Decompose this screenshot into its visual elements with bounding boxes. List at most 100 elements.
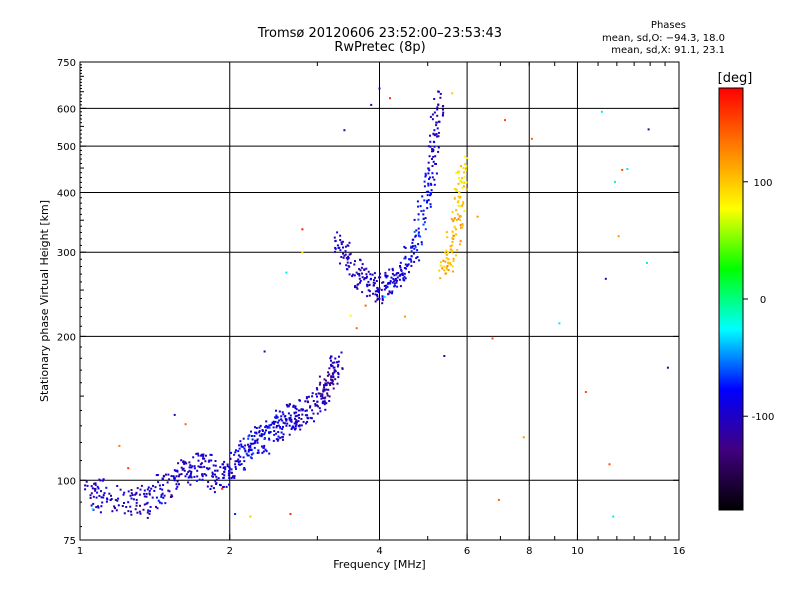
data-point <box>184 423 187 426</box>
data-point <box>324 396 327 399</box>
data-point <box>429 192 432 194</box>
data-point <box>202 453 205 456</box>
data-point <box>323 384 325 387</box>
data-point <box>399 266 402 269</box>
data-point <box>118 444 121 447</box>
data-point <box>297 420 300 423</box>
data-point <box>455 228 457 231</box>
data-point <box>207 468 210 471</box>
data-point <box>219 483 221 486</box>
data-point <box>449 245 452 248</box>
data-point <box>294 425 297 427</box>
data-point <box>148 492 151 495</box>
data-point <box>460 226 462 229</box>
data-point <box>374 300 377 303</box>
data-point <box>418 259 421 262</box>
data-point <box>402 278 405 281</box>
data-point <box>175 487 178 490</box>
data-point <box>410 255 413 258</box>
data-point <box>338 246 341 249</box>
data-point <box>439 264 442 267</box>
data-point <box>462 224 465 227</box>
data-point <box>212 487 215 490</box>
data-point <box>223 460 226 463</box>
data-point <box>243 447 246 450</box>
data-point <box>99 511 102 514</box>
data-point <box>344 245 347 248</box>
data-point <box>241 445 244 448</box>
data-point <box>138 510 141 513</box>
data-point <box>214 473 216 476</box>
data-point <box>230 451 232 454</box>
data-point <box>368 284 371 287</box>
data-point <box>396 279 398 282</box>
data-point <box>226 463 229 466</box>
data-point <box>392 278 395 280</box>
data-point <box>89 494 92 497</box>
data-point <box>647 128 650 131</box>
data-point <box>424 217 427 220</box>
data-point <box>268 426 271 429</box>
data-point <box>433 134 436 137</box>
data-point <box>438 269 441 272</box>
data-point <box>433 145 436 148</box>
data-point <box>279 426 282 428</box>
data-point <box>330 359 332 362</box>
data-point <box>299 428 302 431</box>
data-point <box>522 436 525 439</box>
data-point <box>197 454 200 457</box>
data-point <box>316 395 318 398</box>
data-point <box>258 434 261 437</box>
data-point <box>247 445 250 448</box>
data-point <box>310 417 313 420</box>
data-point <box>233 453 236 456</box>
data-point <box>314 403 317 405</box>
data-point <box>276 425 278 427</box>
data-point <box>209 453 212 456</box>
data-point <box>437 150 440 153</box>
x-tick-label: 4 <box>376 546 382 557</box>
data-point <box>215 482 218 485</box>
data-point <box>338 355 340 358</box>
data-point <box>210 459 213 462</box>
data-point <box>162 478 164 481</box>
data-point <box>213 491 216 494</box>
data-point <box>117 497 120 500</box>
data-point <box>462 185 465 188</box>
data-point <box>357 273 360 276</box>
data-point <box>294 428 296 431</box>
data-point <box>428 178 430 180</box>
data-point <box>165 473 167 476</box>
data-point <box>135 498 138 501</box>
data-point <box>346 261 349 264</box>
data-point <box>376 289 378 292</box>
data-point <box>433 178 436 181</box>
data-point <box>229 458 232 460</box>
data-point <box>423 185 426 188</box>
data-point <box>346 244 349 247</box>
data-point <box>97 506 100 509</box>
data-point <box>424 174 427 177</box>
data-point <box>295 411 298 414</box>
data-point <box>305 397 308 400</box>
data-point <box>339 234 342 237</box>
data-point <box>199 466 202 469</box>
data-point <box>459 224 462 226</box>
data-point <box>429 182 432 185</box>
y-tick-label: 100 <box>57 476 76 487</box>
data-point <box>123 512 126 515</box>
data-point <box>148 489 151 492</box>
data-point <box>106 498 109 501</box>
data-point <box>249 449 252 451</box>
data-point <box>184 475 187 478</box>
data-point <box>426 201 428 204</box>
data-point <box>212 464 215 467</box>
data-point <box>176 485 179 488</box>
data-point <box>453 197 456 200</box>
data-point <box>420 241 423 244</box>
data-point <box>207 481 210 483</box>
data-point <box>376 298 379 301</box>
data-point <box>85 480 88 483</box>
data-point <box>465 165 468 168</box>
